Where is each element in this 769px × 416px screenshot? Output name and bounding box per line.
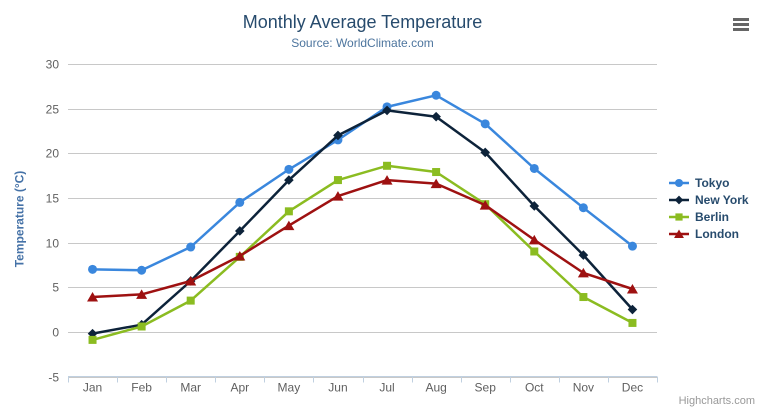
series-marker-icon [669, 212, 689, 221]
svg-text:Mar: Mar [180, 381, 201, 395]
svg-text:Aug: Aug [425, 381, 446, 395]
series-tokyo[interactable] [88, 90, 637, 275]
y-gridlines [68, 64, 657, 378]
svg-text:Sep: Sep [475, 381, 497, 395]
series-marker-icon [669, 195, 689, 204]
svg-text:Nov: Nov [573, 381, 594, 395]
svg-text:Jan: Jan [83, 381, 102, 395]
svg-text:Jul: Jul [379, 381, 394, 395]
export-menu-button[interactable] [733, 18, 749, 32]
chart-title: Monthly Average Temperature [242, 12, 483, 32]
legend-label: Tokyo [695, 175, 730, 190]
series-marker-icon [669, 229, 689, 238]
svg-text:Oct: Oct [525, 381, 544, 395]
y-axis-title: Temperature (°C) [12, 170, 27, 268]
svg-text:20: 20 [46, 147, 60, 161]
svg-text:0: 0 [52, 326, 59, 340]
svg-text:Dec: Dec [622, 381, 643, 395]
svg-text:5: 5 [52, 281, 59, 295]
svg-text:Apr: Apr [230, 381, 249, 395]
series-berlin[interactable] [88, 161, 637, 344]
svg-text:Feb: Feb [131, 381, 152, 395]
legend-item-london[interactable]: London [668, 226, 749, 241]
series-london[interactable] [87, 175, 638, 302]
legend-label: London [695, 226, 739, 241]
legend-item-berlin[interactable]: Berlin [668, 209, 749, 224]
svg-text:15: 15 [46, 192, 60, 206]
series-new-york[interactable] [87, 105, 638, 339]
hamburger-icon [733, 18, 749, 31]
y-axis-labels: -5 0 5 10 15 20 25 30 [46, 58, 60, 385]
svg-text:-5: -5 [48, 371, 59, 385]
legend-label: Berlin [695, 209, 730, 224]
legend-item-new-york[interactable]: New York [668, 192, 749, 207]
svg-text:May: May [278, 381, 301, 395]
legend: Tokyo New York Berlin London [668, 175, 749, 241]
series-marker-icon [669, 178, 689, 187]
svg-text:25: 25 [46, 103, 60, 117]
x-axis-labels: Jan Feb Mar Apr May Jun Jul Aug Sep Oct Nov Dec [83, 381, 643, 395]
legend-item-tokyo[interactable]: Tokyo [668, 175, 749, 190]
highcharts-credits-link[interactable]: Highcharts.com [678, 395, 755, 407]
svg-text:30: 30 [46, 58, 60, 72]
legend-label: New York [695, 192, 749, 207]
svg-text:10: 10 [46, 237, 60, 251]
svg-text:Jun: Jun [328, 381, 347, 395]
x-axis [68, 376, 658, 383]
chart-subtitle: Source: WorldClimate.com [291, 36, 434, 50]
